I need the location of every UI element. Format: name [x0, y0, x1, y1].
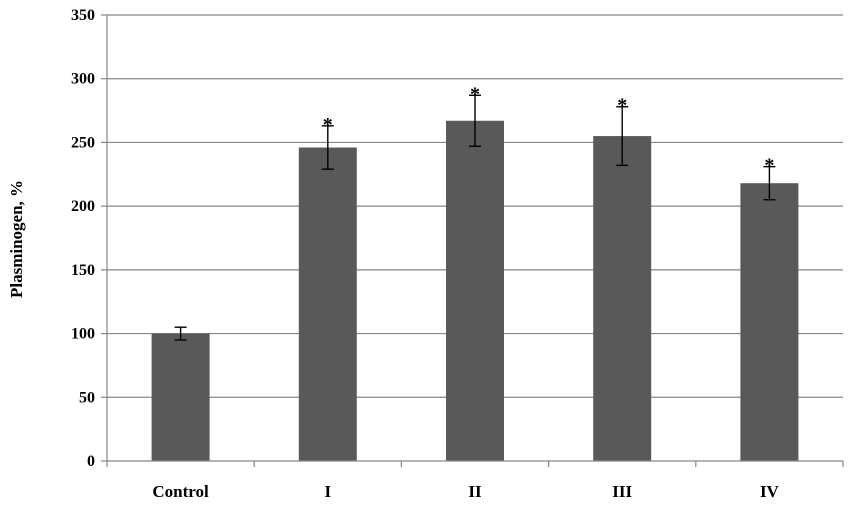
x-tick-label: IV	[760, 482, 780, 501]
significance-star: *	[470, 83, 480, 105]
y-tick-label: 350	[71, 7, 95, 24]
y-tick-label: 100	[71, 326, 95, 343]
x-tick-label: I	[324, 482, 331, 501]
bar-ii	[446, 120, 504, 461]
y-tick-label: 300	[71, 71, 95, 88]
x-tick-label: II	[468, 482, 482, 501]
axes	[101, 14, 844, 467]
significance-markers: * * * *	[323, 83, 775, 176]
y-tick-label: 200	[71, 198, 95, 215]
bar-iv	[740, 183, 799, 461]
significance-star: *	[323, 114, 333, 136]
y-axis-title: Plasminogen, %	[7, 180, 26, 298]
significance-star: *	[764, 155, 774, 177]
y-tick-labels: 0 50 100 150 200 250 300 350	[71, 7, 95, 470]
y-tick-label: 50	[79, 389, 95, 406]
bar-control	[151, 333, 210, 461]
error-bars	[174, 94, 776, 341]
bar-iii	[593, 136, 652, 462]
bar-i	[298, 147, 357, 462]
x-tick-labels: Control I II III IV	[152, 482, 779, 501]
x-tick-label: Control	[152, 482, 209, 501]
significance-star: *	[617, 95, 627, 117]
x-tick-label: III	[612, 482, 632, 501]
y-tick-label: 250	[71, 134, 95, 151]
y-tick-label: 150	[71, 262, 95, 279]
bars	[151, 120, 799, 462]
y-tick-label: 0	[87, 453, 95, 470]
